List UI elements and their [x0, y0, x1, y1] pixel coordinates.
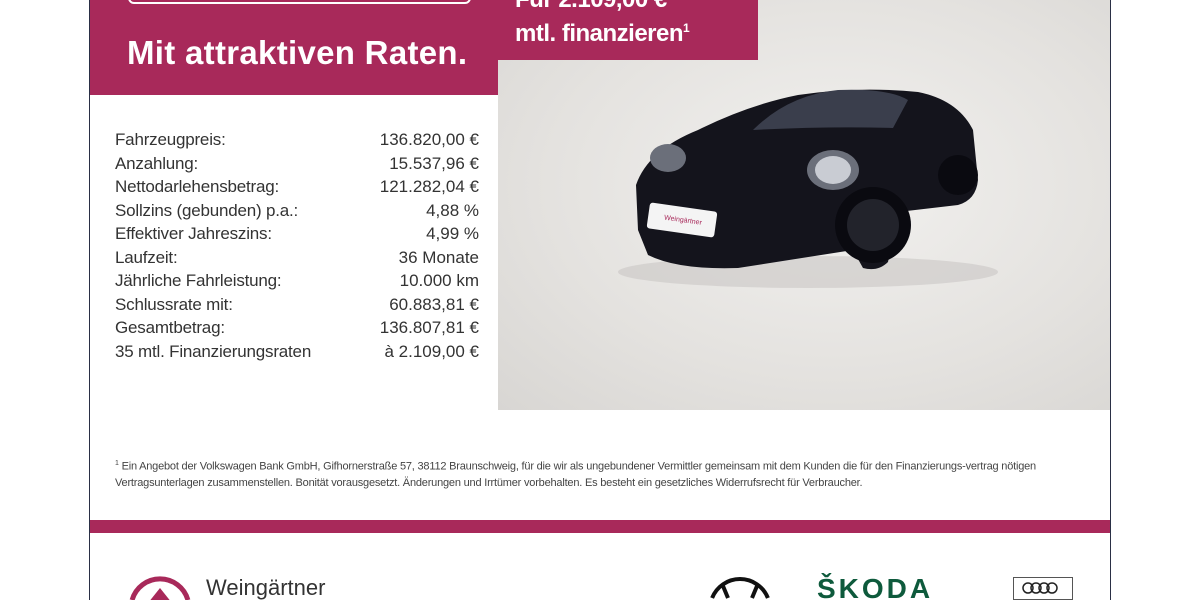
spec-label: Anzahlung:	[115, 153, 199, 173]
legal-footnote: 1 Ein Angebot der Volkswagen Bank GmbH, …	[115, 456, 1045, 491]
spec-label: Nettodarlehensbetrag:	[115, 177, 280, 196]
spec-label: 35 mtl. Finanzierungsraten	[115, 341, 312, 361]
spec-row: Fahrzeugpreis: 136.820,00 €	[115, 128, 479, 152]
spec-label: Gesamtbetrag:	[115, 318, 225, 337]
spec-value: 4,99 %	[426, 224, 479, 243]
spec-row: Nettodarlehensbetrag: 121.282,04 €	[115, 175, 479, 199]
rate-line-1: Für 2.109,00 €	[515, 0, 689, 14]
divider-stripe	[90, 520, 1110, 533]
spec-row: Jährliche Fahrleistung: 10.000 km	[115, 269, 479, 293]
spec-row: Effektiver Jahreszins: 4,99 %	[115, 222, 479, 246]
spec-value: 136.820,00 €	[379, 130, 479, 149]
spec-label: Jährliche Fahrleistung:	[115, 271, 282, 290]
spec-value: 36 Monate	[398, 247, 479, 267]
porsche-car-image: Weingärtner	[618, 89, 998, 288]
audi-rings-icon	[1022, 582, 1058, 594]
spec-value: 136.807,81 €	[379, 318, 479, 337]
rate-text: Für 2.109,00 € mtl. finanzieren1	[515, 0, 690, 48]
spec-label: Schlussrate mit:	[115, 294, 233, 314]
dealer-logo: Weingärtner	[128, 575, 388, 600]
headline: Mit attraktiven Raten.	[127, 34, 468, 71]
headline-banner: Mit attraktiven Raten.	[90, 0, 498, 95]
finance-specs: Fahrzeugpreis: 136.820,00 € Anzahlung: 15.…	[115, 128, 479, 363]
outline-frame	[128, 0, 471, 4]
spec-value: 60.883,81 €	[389, 294, 479, 314]
spec-row: Sollzins (gebunden) p.a.: 4,88 %	[115, 199, 479, 223]
spec-row: Laufzeit: 36 Monate	[115, 246, 479, 270]
spec-value: 4,88 %	[426, 200, 479, 220]
spec-label: Fahrzeugpreis:	[115, 130, 226, 149]
spec-row: Schlussrate mit: 60.883,81 €	[115, 293, 479, 317]
footnote-mark: 1	[683, 21, 690, 35]
rate-banner: Für 2.109,00 € mtl. finanzieren1	[498, 0, 758, 60]
footnote-text: Ein Angebot der Volkswagen Bank GmbH, Gi…	[115, 460, 1036, 489]
spec-row: Anzahlung: 15.537,96 €	[115, 152, 479, 176]
spec-value: 121.282,04 €	[379, 177, 479, 196]
ad-panel: Weingärtner Mit attraktiven Raten. Für 2…	[89, 0, 1111, 600]
skoda-logo: ŠKODA	[817, 573, 934, 600]
spec-value: 10.000 km	[399, 271, 479, 290]
audi-logo	[1013, 577, 1073, 600]
spec-label: Effektiver Jahreszins:	[115, 224, 272, 243]
spec-label: Sollzins (gebunden) p.a.:	[115, 200, 299, 220]
vw-logo	[707, 576, 773, 600]
dealer-logo-icon: Weingärtner	[129, 575, 325, 600]
rate-line-2: mtl. finanzieren	[515, 20, 684, 47]
car-photo: Weingärtner	[498, 0, 1110, 410]
spec-value: 15.537,96 €	[389, 153, 479, 173]
footnote-mark: 1	[115, 460, 119, 467]
vw-logo-icon	[710, 577, 770, 599]
spec-row: 35 mtl. Finanzierungsraten à 2.109,00 €	[115, 340, 479, 364]
spec-value: à 2.109,00 €	[384, 341, 479, 361]
spec-label: Laufzeit:	[115, 247, 178, 267]
spec-row: Gesamtbetrag: 136.807,81 €	[115, 316, 479, 340]
dealer-name: Weingärtner	[206, 576, 325, 600]
